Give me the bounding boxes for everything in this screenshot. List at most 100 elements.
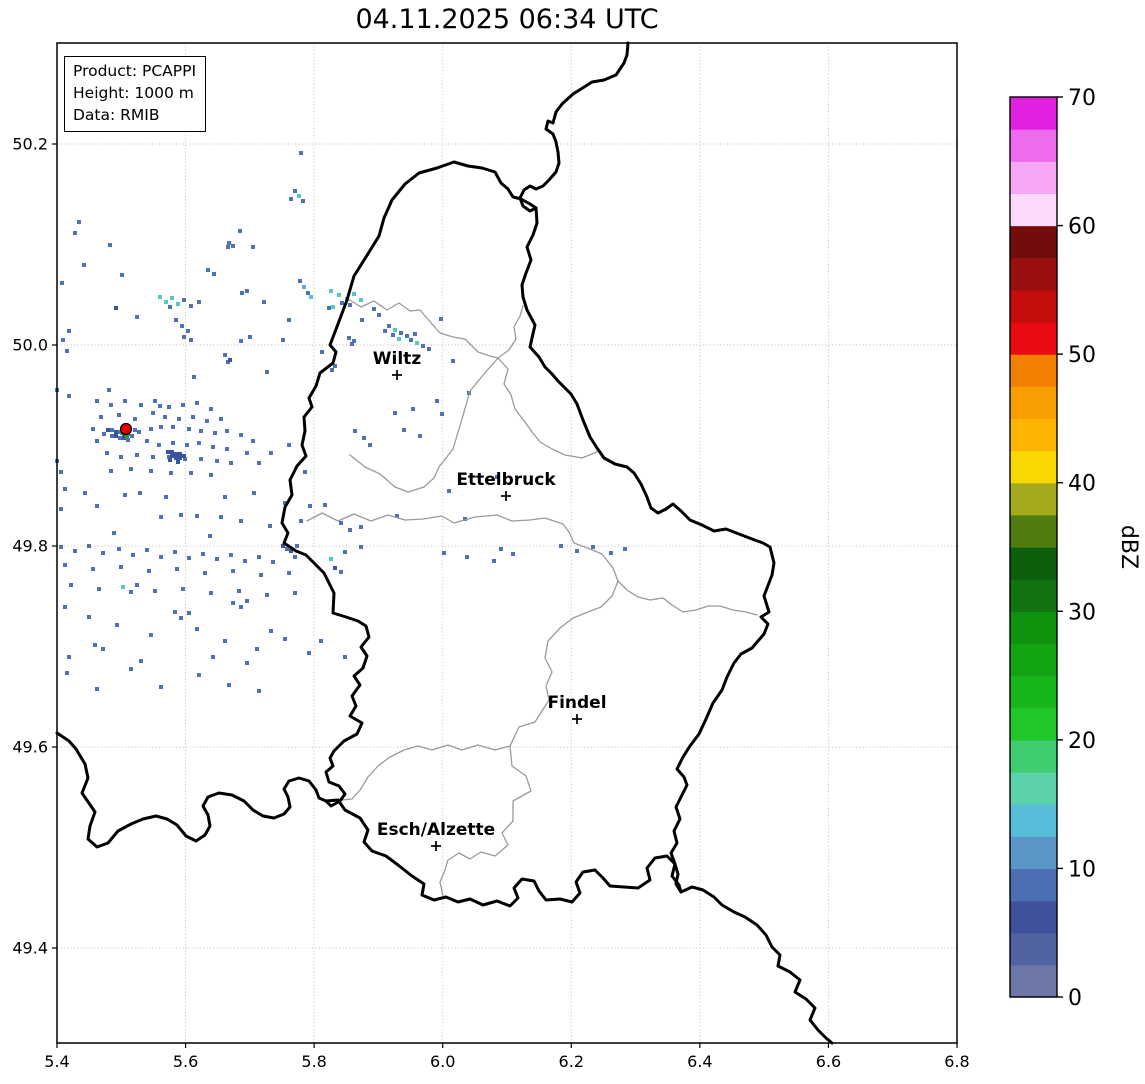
radar-echo-cell <box>415 341 419 345</box>
colorbar-segment <box>1010 161 1057 195</box>
radar-echo-cell <box>157 443 161 447</box>
radar-echo-cell <box>442 551 446 555</box>
radar-echo-cell <box>299 519 303 523</box>
plot-frame <box>56 42 958 1044</box>
radar-echo-cell <box>189 471 193 475</box>
colorbar-axis-label: dBZ <box>1116 525 1141 569</box>
x-tick-label: 5.8 <box>301 1052 326 1071</box>
radar-echo-cell <box>129 667 133 671</box>
radar-echo-cell <box>158 404 162 408</box>
radar-echo-cell <box>301 199 305 203</box>
radar-echo-cell <box>306 291 310 295</box>
radar-echo-cell <box>114 434 118 438</box>
radar-echo-cell <box>101 551 105 555</box>
radar-echo-cell <box>117 547 121 551</box>
radar-echo-cell <box>219 417 223 421</box>
y-tick-label: 49.6 <box>12 738 48 757</box>
radar-echo-cell <box>439 317 443 321</box>
radar-echo-cell <box>125 435 129 439</box>
radar-echo-cell <box>229 461 233 465</box>
radar-echo-cell <box>149 633 153 637</box>
radar-echo-cell <box>209 407 213 411</box>
radar-echo-cell <box>174 318 178 322</box>
radar-echo-cell <box>352 339 356 343</box>
radar-echo-cell <box>347 336 351 340</box>
radar-echo-cell <box>83 491 87 495</box>
colorbar-segment <box>1010 547 1057 580</box>
radar-echo-cell <box>295 544 299 548</box>
country-border <box>679 885 834 1045</box>
radar-echo-cell <box>575 549 579 553</box>
radar-echo-cell <box>187 611 191 615</box>
radar-echo-cell <box>331 305 335 309</box>
radar-echo-cell <box>245 599 249 603</box>
colorbar-segment <box>1010 707 1057 741</box>
radar-echo-cell <box>231 244 235 248</box>
colorbar-segment <box>1010 804 1057 837</box>
country-border <box>55 731 328 849</box>
colorbar-segment <box>1010 322 1057 355</box>
radar-echo-cell <box>201 552 205 556</box>
radar-echo-cell <box>63 487 67 491</box>
radar-echo-cell <box>167 405 171 409</box>
radar-echo-cell <box>87 544 91 548</box>
radar-echo-cell <box>418 434 422 438</box>
region-border <box>341 744 511 801</box>
radar-echo-cell <box>228 358 232 362</box>
radar-echo-cell <box>206 268 210 272</box>
radar-echo-cell <box>135 583 139 587</box>
radar-echo-cell <box>293 591 297 595</box>
radar-echo-cell <box>327 306 331 310</box>
radar-echo-cell <box>118 436 122 440</box>
radar-echo-cell <box>257 461 261 465</box>
radar-echo-cell <box>102 432 106 436</box>
region-border <box>306 512 619 582</box>
radar-site-marker <box>119 422 133 436</box>
radar-echo-cell <box>181 587 185 591</box>
radar-echo-cell <box>421 344 425 348</box>
city-label: Ettelbruck <box>456 470 556 490</box>
radar-echo-cell <box>413 332 417 336</box>
radar-echo-cell <box>170 450 174 454</box>
radar-echo-cell <box>591 545 595 549</box>
colorbar-segment <box>1010 450 1057 484</box>
radar-echo-cell <box>368 443 372 447</box>
x-tick-label: 6.0 <box>430 1052 455 1071</box>
radar-echo-cell <box>131 553 135 557</box>
radar-echo-cell <box>360 318 364 322</box>
colorbar-segment <box>1010 579 1057 612</box>
radar-echo-cell <box>119 455 123 459</box>
radar-echo-cell <box>159 515 163 519</box>
radar-echo-cell <box>195 401 199 405</box>
radar-echo-cell <box>609 551 613 555</box>
colorbar-segment <box>1010 482 1057 516</box>
radar-echo-cell <box>164 495 168 499</box>
radar-echo-cell <box>93 643 97 647</box>
radar-echo-cell <box>95 504 99 508</box>
radar-echo-cell <box>91 567 95 571</box>
radar-echo-cell <box>176 302 180 306</box>
country-border <box>520 206 776 894</box>
radar-echo-cell <box>269 629 273 633</box>
radar-echo-cell <box>151 411 155 415</box>
radar-echo-cell <box>231 569 235 573</box>
radar-echo-cell <box>178 452 182 456</box>
radar-echo-cell <box>101 647 105 651</box>
radar-echo-cell <box>63 605 67 609</box>
radar-echo-cell <box>177 417 181 421</box>
radar-echo-cell <box>170 454 174 458</box>
radar-echo-cell <box>239 339 243 343</box>
radar-echo-cell <box>122 436 126 440</box>
radar-echo-cell <box>285 547 289 551</box>
radar-echo-cell <box>73 549 77 553</box>
colorbar-segment <box>1010 643 1057 677</box>
radar-echo-cell <box>287 443 291 447</box>
radar-echo-cell <box>359 525 363 529</box>
radar-echo-cell <box>225 429 229 433</box>
radar-echo-cell <box>114 430 118 434</box>
radar-echo-cell <box>106 428 110 432</box>
radar-echo-cell <box>271 560 275 564</box>
radar-echo-cell <box>179 616 183 620</box>
country-border <box>324 798 683 908</box>
